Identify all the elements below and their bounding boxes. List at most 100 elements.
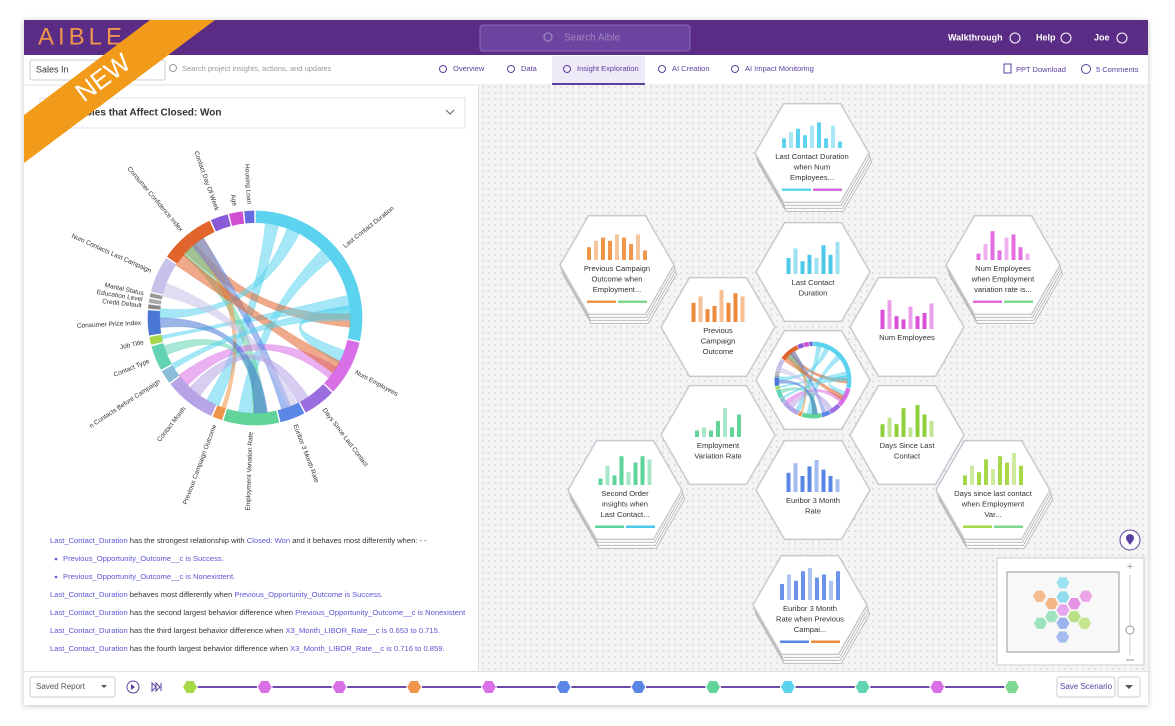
center-hex[interactable] — [755, 329, 871, 431]
hex-tag — [963, 525, 992, 528]
user[interactable]: Joe — [1094, 32, 1110, 42]
mini-bar — [793, 248, 798, 274]
chord-arc — [813, 341, 852, 389]
minimap-hex — [1079, 590, 1093, 602]
insight-hex[interactable]: Employment Variation Rate — [660, 384, 776, 486]
saved-report-select[interactable] — [29, 676, 116, 698]
tab[interactable]: AI Impact Monitoring — [745, 64, 814, 73]
insight-hex[interactable]: Days since last contact when EmploymentVa… — [935, 439, 1054, 549]
insight-hex[interactable]: Days Since Last Contact — [849, 384, 965, 486]
zoom-in[interactable]: + — [1127, 561, 1133, 573]
mini-bar — [998, 456, 1002, 485]
insight-hex[interactable]: Previous Campaign Outcome whenEmployment.… — [559, 214, 678, 324]
narrative-line: Previous_Opportunity_Outcome__c is Succe… — [63, 554, 224, 563]
save-scenario-button[interactable] — [1056, 676, 1116, 698]
mini-bar — [887, 300, 892, 329]
walkthrough[interactable]: Walkthrough — [948, 32, 1003, 42]
insight-hex[interactable]: Euribor 3 Month Rate — [755, 439, 871, 541]
narrative-link[interactable]: Last_Contact_Duration — [50, 626, 128, 635]
project-search[interactable]: Search project insights, actions, and up… — [182, 64, 332, 73]
help[interactable]: Help — [1036, 32, 1056, 42]
chord-arc — [166, 220, 215, 264]
hex-label: Last Contact — [792, 278, 836, 287]
narrative-text: behaves most differently when — [128, 590, 235, 599]
mini-bar — [780, 584, 784, 600]
mini-bar — [594, 240, 598, 260]
insight-hex[interactable]: Num Employees — [849, 276, 965, 378]
comments-icon — [1081, 64, 1091, 74]
narrative-line: Last_Contact_Duration has the fourth lar… — [50, 644, 445, 653]
tab[interactable]: Overview — [453, 64, 485, 73]
tab[interactable]: Data — [521, 64, 538, 73]
mini-bar — [1005, 462, 1009, 485]
narrative-link[interactable]: Previous_Opportunity_Outcome__c is Nonex… — [63, 572, 235, 581]
skip-button[interactable] — [151, 681, 162, 693]
hex-label: Outcome — [703, 347, 734, 356]
timeline-step[interactable] — [331, 680, 348, 694]
mini-bar — [838, 141, 842, 148]
hex-label: Rate when Previous — [776, 615, 844, 624]
timeline-step[interactable] — [779, 680, 796, 694]
variable-dropdown[interactable] — [39, 97, 466, 129]
narrative-link[interactable]: X3_Month_LIBOR_Rate__c is 0.653 to 0.715… — [285, 626, 440, 635]
zoom-handle[interactable] — [1125, 625, 1135, 635]
hex-label: when Employment — [961, 500, 1025, 509]
mini-bar — [803, 135, 807, 148]
global-search[interactable] — [479, 24, 691, 52]
play-button[interactable] — [126, 680, 140, 694]
tab[interactable]: AI Creation — [672, 64, 710, 73]
tab[interactable]: Insight Exploration — [577, 64, 639, 73]
chord-label: Credit Default — [102, 298, 142, 309]
minimap-hexes — [1032, 577, 1093, 643]
insight-hex[interactable]: Last Contact Duration — [755, 221, 871, 323]
chord-arc — [779, 396, 786, 404]
narrative-link[interactable]: Closed: Won — [247, 536, 290, 545]
timeline-step[interactable] — [705, 680, 722, 694]
mini-bar — [1011, 234, 1016, 260]
narrative-link[interactable]: Previous_Opportunity_Outcome__c is Nonex… — [295, 608, 466, 617]
mini-bar — [1025, 253, 1030, 260]
mini-bar — [629, 244, 633, 260]
narrative-link[interactable]: Last_Contact_Duration — [50, 536, 128, 545]
narrative-link[interactable]: Last_Contact_Duration — [50, 644, 128, 653]
hex — [755, 221, 871, 323]
hex-label: Days Since Last — [880, 441, 936, 450]
mini-bar — [626, 472, 631, 485]
hex-tag — [1004, 300, 1033, 303]
timeline-step[interactable] — [256, 680, 273, 694]
chord-arc — [774, 373, 780, 376]
chord-arc — [170, 376, 217, 417]
user-icon — [1116, 32, 1128, 44]
timeline-step[interactable] — [181, 680, 199, 694]
dropdown-chevron — [445, 109, 455, 115]
timeline-step[interactable] — [630, 680, 647, 694]
ppt-download[interactable]: PPT Download — [1016, 65, 1066, 74]
ppt-icon — [1003, 63, 1012, 74]
narrative-link[interactable]: X3_Month_LIBOR_Rate__c is 0.716 to 0.859… — [290, 644, 445, 653]
insight-hex[interactable]: Last Contact Duration when NumEmployees..… — [754, 102, 873, 212]
narrative-link[interactable]: Last_Contact_Duration — [50, 608, 128, 617]
hex-tag — [587, 300, 616, 303]
narrative-link[interactable]: Last_Contact_Duration — [50, 590, 128, 599]
timeline-step[interactable] — [555, 680, 572, 694]
hex — [660, 276, 776, 378]
comments[interactable]: 5 Comments — [1096, 65, 1139, 74]
timeline-step[interactable] — [1003, 680, 1021, 694]
timeline-step[interactable] — [406, 680, 423, 694]
timeline-step[interactable] — [854, 680, 871, 694]
insight-hex[interactable]: Euribor 3 Month Rate when PreviousCampai.… — [752, 554, 871, 664]
narrative-link[interactable]: Previous_Opportunity_Outcome is Success. — [234, 590, 383, 599]
hex-label: Previous Campaign — [584, 264, 650, 273]
play-icon — [131, 684, 135, 690]
timeline-step[interactable] — [929, 680, 946, 694]
mini-bar — [983, 244, 988, 260]
chord-arc — [774, 377, 780, 387]
chord-arc — [210, 214, 231, 232]
chord-ribbon — [161, 282, 298, 408]
mini-bar — [695, 430, 699, 437]
narrative-link[interactable]: Previous_Opportunity_Outcome__c is Succe… — [63, 554, 224, 563]
timeline-step[interactable] — [480, 680, 497, 694]
